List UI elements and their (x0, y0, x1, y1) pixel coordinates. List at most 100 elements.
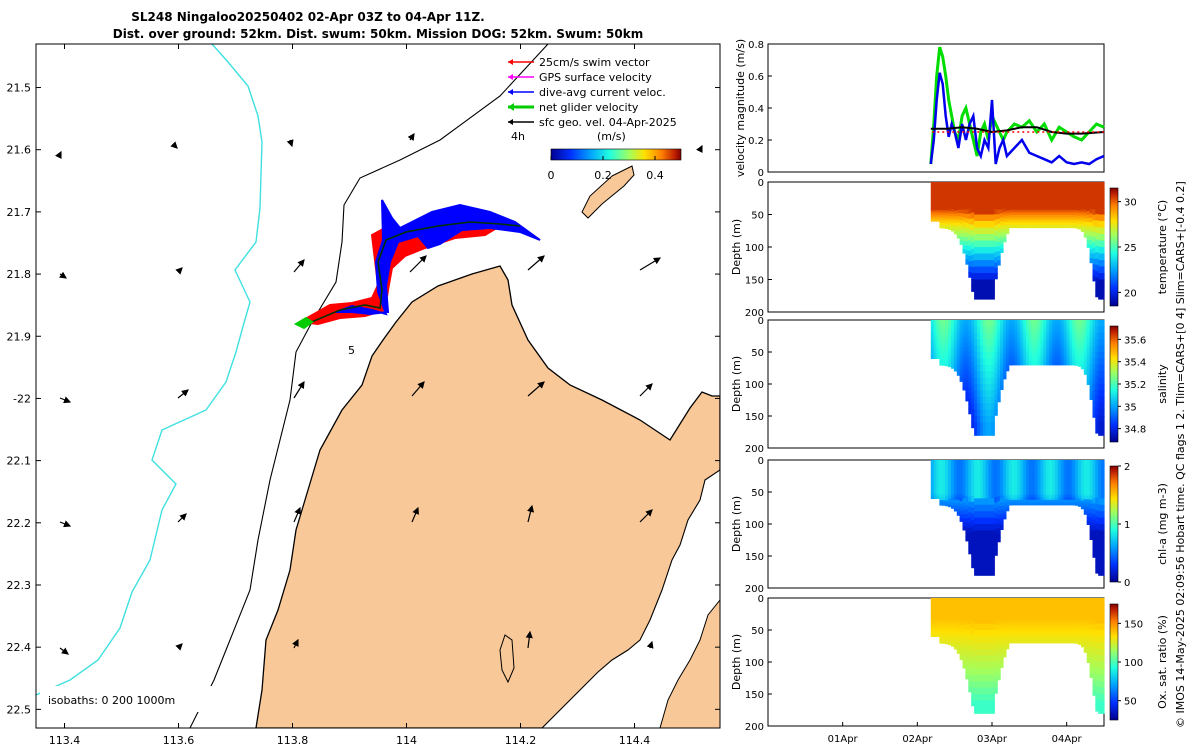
section-cell (968, 351, 972, 357)
section-cell (1075, 320, 1079, 324)
section-cell (945, 633, 949, 637)
section-cell (1008, 482, 1013, 486)
section-cell (974, 700, 978, 708)
section-cell (1060, 465, 1065, 469)
section-cell (1101, 286, 1105, 294)
section-cell (1060, 625, 1065, 629)
section-cell (1049, 635, 1053, 639)
section-cell (979, 700, 984, 708)
section-cell (1014, 217, 1018, 221)
section-cell (1023, 637, 1027, 641)
section-cell (1095, 182, 1099, 189)
section-cell (1057, 209, 1062, 213)
section-cell (1101, 498, 1105, 506)
section-cell (974, 479, 978, 487)
section-cell (1086, 192, 1091, 198)
section-cell (956, 493, 961, 498)
section-cell (997, 260, 1001, 266)
section-cell (1052, 334, 1056, 338)
section-cell (945, 360, 949, 364)
section-cell (1003, 607, 1007, 612)
section-cell (933, 617, 938, 620)
section-cell (1005, 507, 1010, 512)
section-cell (936, 328, 940, 332)
section-cell (1069, 492, 1073, 496)
section-cell (1060, 327, 1065, 331)
section-cell (1040, 354, 1044, 358)
section-cell (974, 517, 978, 525)
section-cell (1023, 603, 1027, 607)
section-cell (1020, 330, 1024, 334)
section-cell (1046, 617, 1050, 621)
section-cell (1023, 337, 1027, 341)
section-cell (988, 466, 992, 474)
section-cell (1014, 337, 1018, 341)
section-cell (1083, 511, 1088, 515)
section-cell (1101, 543, 1105, 551)
section-cell (1080, 212, 1085, 216)
section-cell (933, 600, 938, 603)
section-cell (991, 598, 995, 605)
section-cell (977, 358, 981, 366)
section-cell (1046, 212, 1050, 216)
section-cell (982, 227, 987, 235)
section-cell (1005, 626, 1010, 630)
section-cell (1075, 215, 1079, 219)
section-cell (965, 460, 969, 466)
section-cell (959, 192, 964, 197)
section-cell (1089, 512, 1094, 518)
section-cell (1095, 382, 1099, 390)
section-cell (948, 631, 952, 635)
section-cell (1052, 612, 1056, 616)
section-cell (1031, 640, 1036, 644)
section-cell (1049, 359, 1053, 363)
section-cell (942, 462, 946, 466)
section-cell (948, 498, 952, 502)
section-cell (974, 485, 978, 493)
section-cell (942, 212, 946, 216)
section-cell (1083, 628, 1088, 632)
section-cell (1037, 357, 1042, 361)
section-cell (1043, 620, 1047, 624)
section-cell (1054, 209, 1059, 213)
section-cell (991, 556, 995, 563)
section-cell (1054, 467, 1059, 471)
section-cell (1046, 214, 1050, 218)
section-cell (994, 677, 998, 684)
section-cell (1080, 206, 1085, 210)
section-cell (1095, 357, 1099, 365)
section-cell (997, 191, 1001, 197)
section-cell (1026, 605, 1030, 609)
section-cell (1086, 359, 1091, 364)
section-cell (945, 498, 949, 502)
section-cell (1063, 617, 1068, 621)
section-cell (965, 369, 969, 375)
section-cell (985, 286, 990, 294)
section-cell (1008, 475, 1013, 479)
section-cell (985, 524, 990, 531)
section-cell (1026, 194, 1030, 198)
section-cell (1089, 615, 1094, 621)
section-cell (1026, 344, 1030, 348)
section-cell (1080, 209, 1085, 213)
section-cell (1083, 631, 1088, 635)
section-cell (1092, 535, 1096, 542)
section-cell (1069, 214, 1073, 218)
section-cell (1003, 614, 1007, 619)
section-cell (1060, 499, 1065, 503)
section-cell (939, 482, 943, 486)
section-cell (951, 225, 955, 229)
section-cell (1069, 337, 1073, 341)
section-cell (979, 409, 984, 417)
section-cell (1063, 349, 1068, 353)
section-cell (951, 320, 955, 324)
section-cell (971, 373, 975, 381)
section-cell (1083, 490, 1088, 494)
section-cell (965, 209, 969, 215)
section-cell (1026, 640, 1030, 644)
section-cell (1043, 489, 1047, 493)
section-cell (1054, 344, 1059, 348)
section-cell (1034, 194, 1039, 198)
section-cell (1017, 332, 1021, 336)
section-cell (1040, 470, 1044, 474)
